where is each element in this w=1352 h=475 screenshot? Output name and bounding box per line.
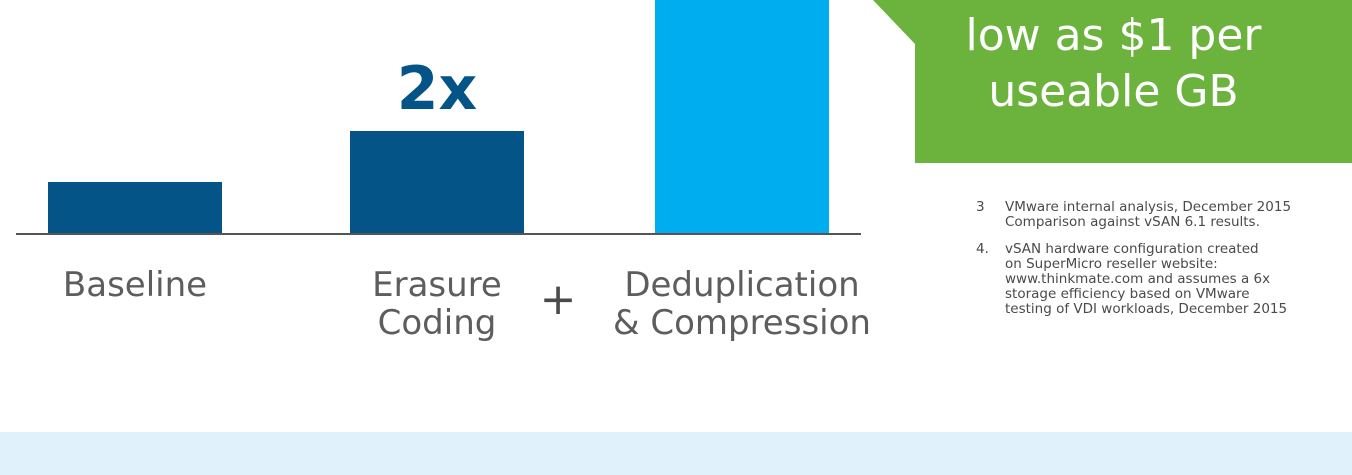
bar-multiplier-label: 2x [396, 54, 478, 124]
bar-2 [655, 0, 829, 233]
category-label: Erasure Coding [372, 265, 502, 343]
plus-operator: + [539, 274, 577, 325]
category-label: Deduplication & Compression [613, 265, 871, 343]
footnote-4: 4. vSAN hardware configuration created o… [973, 242, 1352, 317]
callout-notch [873, 0, 915, 44]
price-callout: low as $1 per useable GB [915, 0, 1352, 163]
bar-0 [48, 182, 222, 233]
footnote-number: 3 [976, 199, 985, 215]
bottom-band [0, 432, 1352, 475]
footnote-3: 3 VMware internal analysis, December 201… [973, 200, 1352, 230]
footnote-text: vSAN hardware configuration created on S… [1005, 241, 1288, 317]
category-label: Baseline [62, 265, 208, 305]
footnotes: 3 VMware internal analysis, December 201… [973, 200, 1352, 329]
footnote-text: VMware internal analysis, December 2015 … [1005, 199, 1292, 230]
bar-1 [350, 131, 524, 233]
callout-text: low as $1 per useable GB [965, 10, 1262, 117]
footnote-number: 4. [976, 241, 989, 257]
